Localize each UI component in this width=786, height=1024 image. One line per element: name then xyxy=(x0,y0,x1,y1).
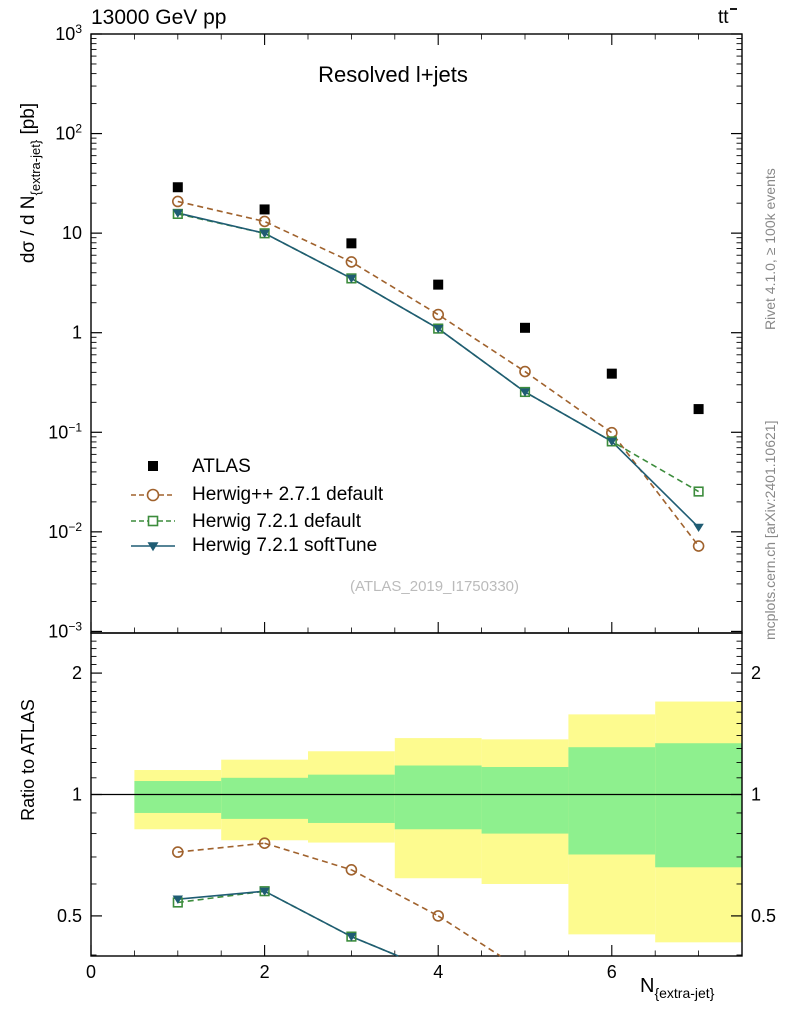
svg-text:4: 4 xyxy=(433,962,443,982)
svg-text:10: 10 xyxy=(62,223,82,243)
svg-text:1: 1 xyxy=(72,785,82,805)
svg-text:0.5: 0.5 xyxy=(751,906,776,926)
svg-text:102: 102 xyxy=(55,122,82,144)
svg-text:1: 1 xyxy=(72,323,82,343)
svg-text:2: 2 xyxy=(72,663,82,683)
svg-text:10−1: 10−1 xyxy=(48,420,82,442)
svg-text:6: 6 xyxy=(607,962,617,982)
svg-text:10−2: 10−2 xyxy=(48,520,82,542)
svg-text:tt: tt xyxy=(718,7,729,28)
svg-text:0.5: 0.5 xyxy=(57,906,82,926)
svg-text:2: 2 xyxy=(751,663,761,683)
svg-text:10−3: 10−3 xyxy=(48,619,82,641)
svg-text:2: 2 xyxy=(260,962,270,982)
svg-text:103: 103 xyxy=(55,22,82,44)
svg-text:1: 1 xyxy=(751,785,761,805)
svg-text:0: 0 xyxy=(86,962,96,982)
